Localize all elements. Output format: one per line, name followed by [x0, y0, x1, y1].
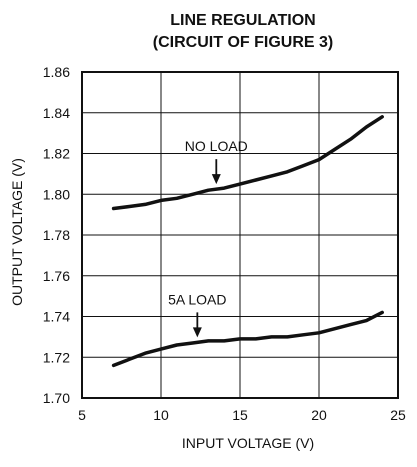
y-tick-label: 1.70 — [43, 390, 70, 406]
y-tick-label: 1.74 — [43, 309, 70, 325]
y-tick-label: 1.76 — [43, 268, 70, 284]
y-tick-label: 1.82 — [43, 146, 70, 162]
x-tick-label: 10 — [153, 407, 169, 423]
y-tick-labels: 1.70 1.72 1.74 1.76 1.78 1.80 1.82 1.84 1.86 — [43, 64, 70, 406]
y-tick-label: 1.72 — [43, 349, 70, 365]
grid-lines — [82, 72, 398, 398]
y-tick-label: 1.84 — [43, 105, 70, 121]
plot-frame — [81, 71, 399, 399]
chart-subtitle: (CIRCUIT OF FIGURE 3) — [153, 34, 333, 51]
annotation-label-no-load: NO LOAD — [185, 138, 248, 154]
x-tick-label: 5 — [78, 407, 86, 423]
annotations: NO LOAD 5A LOAD — [168, 138, 248, 338]
x-tick-label: 25 — [390, 407, 406, 423]
series-line-5a-load — [111, 310, 384, 368]
annotation-arrow-head — [211, 174, 221, 185]
series-lines — [111, 115, 384, 368]
x-tick-labels: 5 10 15 20 25 — [78, 407, 406, 423]
y-tick-label: 1.86 — [43, 64, 70, 80]
x-tick-label: 15 — [232, 407, 248, 423]
annotation-arrow-head — [192, 327, 202, 338]
y-axis-label: OUTPUT VOLTAGE (V) — [9, 158, 25, 306]
x-tick-label: 20 — [311, 407, 327, 423]
annotation-label-5a-load: 5A LOAD — [168, 291, 226, 307]
chart-title: LINE REGULATION — [170, 12, 315, 29]
y-tick-label: 1.78 — [43, 227, 70, 243]
x-axis-label: INPUT VOLTAGE (V) — [182, 435, 314, 451]
y-tick-label: 1.80 — [43, 186, 70, 202]
series-line-no-load — [111, 115, 384, 211]
